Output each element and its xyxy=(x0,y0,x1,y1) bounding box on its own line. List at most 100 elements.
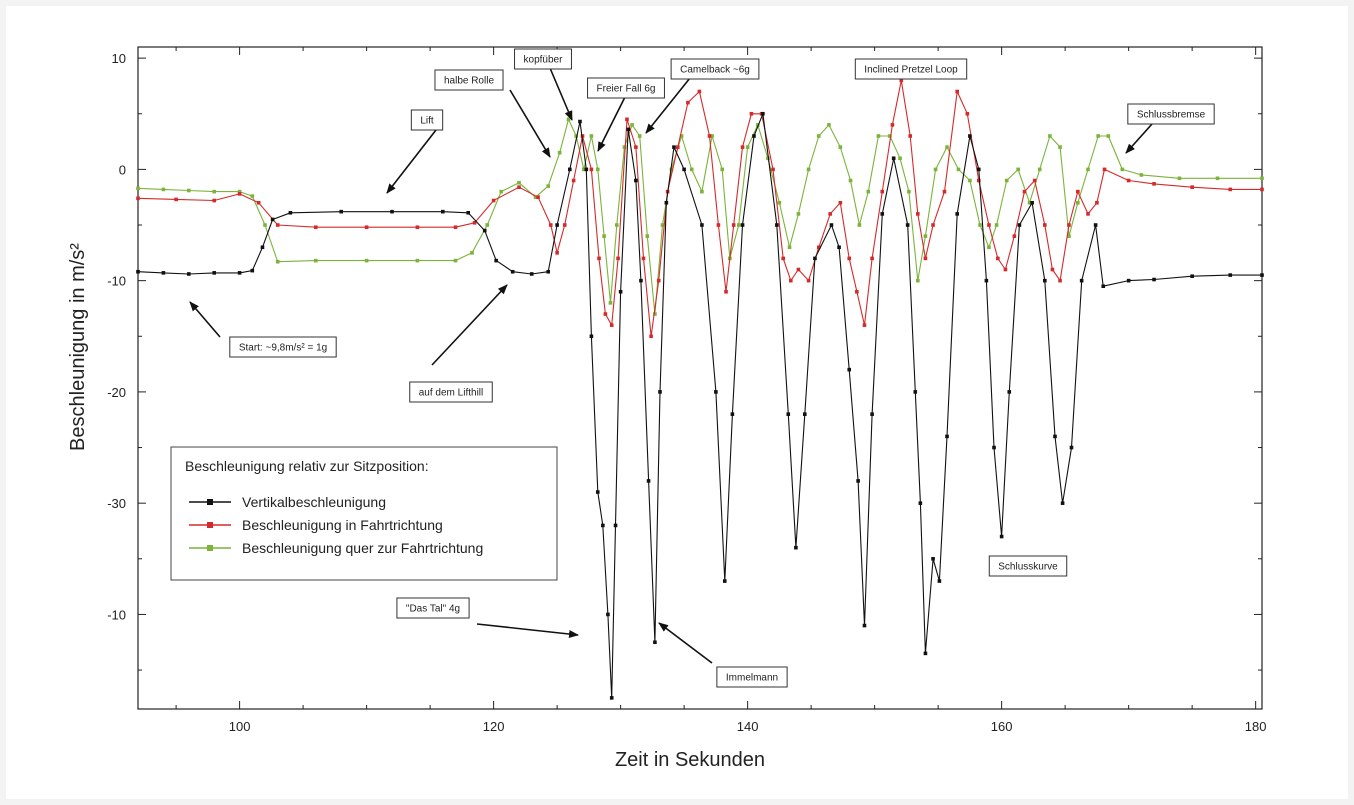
data-point xyxy=(1190,274,1194,278)
data-point xyxy=(517,180,521,185)
data-point xyxy=(562,223,567,227)
data-point xyxy=(578,119,582,124)
data-point xyxy=(1120,167,1125,172)
data-point xyxy=(1095,200,1099,205)
data-point xyxy=(996,256,1000,261)
data-point xyxy=(761,111,765,116)
data-point xyxy=(584,167,589,172)
data-point xyxy=(618,289,623,294)
data-point xyxy=(653,640,657,645)
annotation-label: "Das Tal" 4g xyxy=(406,604,460,615)
data-point xyxy=(899,78,904,83)
data-point xyxy=(615,223,619,227)
legend-swatch-marker xyxy=(207,499,213,505)
data-point xyxy=(1152,182,1156,186)
data-point xyxy=(796,212,801,216)
data-point xyxy=(1101,284,1106,289)
data-point xyxy=(880,212,885,216)
annotation: Freier Fall 6g xyxy=(587,77,665,152)
data-point xyxy=(1260,176,1264,181)
annotation-arrow xyxy=(549,67,573,121)
data-point xyxy=(1053,434,1057,439)
annotation-arrow xyxy=(386,129,437,194)
data-point xyxy=(976,178,981,183)
annotation: Schlussbremse xyxy=(1125,103,1215,154)
data-point xyxy=(716,223,721,227)
data-point xyxy=(707,134,712,138)
data-point xyxy=(609,323,614,327)
data-point xyxy=(275,223,280,227)
data-point xyxy=(987,245,991,250)
data-point xyxy=(1067,234,1071,238)
data-point xyxy=(916,212,920,216)
data-point xyxy=(466,210,471,215)
data-point xyxy=(270,217,275,222)
data-point xyxy=(1050,267,1055,272)
series-line xyxy=(137,79,1262,337)
data-point xyxy=(786,412,791,416)
series-line xyxy=(137,113,1262,699)
data-point xyxy=(724,289,728,294)
data-point xyxy=(931,556,935,561)
data-point xyxy=(453,258,458,263)
data-point xyxy=(660,223,665,227)
data-point xyxy=(848,178,853,183)
data-point xyxy=(880,189,885,194)
data-point xyxy=(722,579,727,583)
annotation-label: Schlussbremse xyxy=(1137,110,1206,121)
data-point xyxy=(1067,223,1071,227)
data-point xyxy=(829,223,834,227)
data-point xyxy=(816,245,821,250)
plot-area xyxy=(137,46,1263,710)
data-point xyxy=(752,134,756,138)
data-point xyxy=(613,523,618,528)
data-point xyxy=(916,278,920,283)
x-tick-label: 100 xyxy=(229,719,251,734)
legend-item: Beschleunigung in Fahrtrichtung xyxy=(189,517,443,533)
data-point xyxy=(1126,178,1131,183)
data-point xyxy=(485,223,490,227)
data-point xyxy=(857,223,862,227)
data-point xyxy=(679,134,684,138)
annotation-box xyxy=(434,69,504,91)
data-point xyxy=(1016,167,1020,172)
data-point xyxy=(697,89,702,94)
y-tick-label: -10 xyxy=(107,274,126,289)
data-point xyxy=(781,256,785,261)
annotation-arrow xyxy=(1125,123,1153,154)
data-point xyxy=(1060,501,1065,505)
data-point xyxy=(536,195,540,200)
data-point xyxy=(789,278,793,283)
data-point xyxy=(1022,189,1027,194)
data-point xyxy=(686,100,690,105)
annotation: Camelback ~6g xyxy=(645,58,760,134)
data-point xyxy=(646,479,651,483)
legend-swatch-marker xyxy=(207,545,213,551)
data-point xyxy=(314,225,318,230)
data-point xyxy=(601,523,605,528)
annotation-box xyxy=(229,336,337,358)
annotation-box xyxy=(988,555,1068,577)
data-point xyxy=(740,223,745,227)
x-axis-title: Zeit in Sekunden xyxy=(615,749,765,771)
data-point xyxy=(364,225,369,230)
data-point xyxy=(529,272,534,276)
data-point xyxy=(1076,189,1080,194)
legend-item: Beschleunigung quer zur Fahrtrichtung xyxy=(189,540,483,556)
annotation: Inclined Pretzel Loop xyxy=(854,58,968,80)
annotation-arrow xyxy=(597,96,626,152)
data-point xyxy=(237,189,242,194)
data-point xyxy=(339,209,344,214)
data-point xyxy=(1012,234,1017,238)
legend-title: Beschleunigung relativ zur Sitzposition: xyxy=(185,458,429,474)
data-point xyxy=(649,334,653,339)
data-point xyxy=(771,167,775,172)
annotation-arrow xyxy=(431,284,508,366)
data-point xyxy=(700,189,704,194)
annotation-box xyxy=(587,77,665,99)
data-point xyxy=(187,188,191,193)
data-point xyxy=(1190,185,1194,189)
data-point xyxy=(1079,278,1084,283)
annotation-label: Lift xyxy=(420,116,434,127)
